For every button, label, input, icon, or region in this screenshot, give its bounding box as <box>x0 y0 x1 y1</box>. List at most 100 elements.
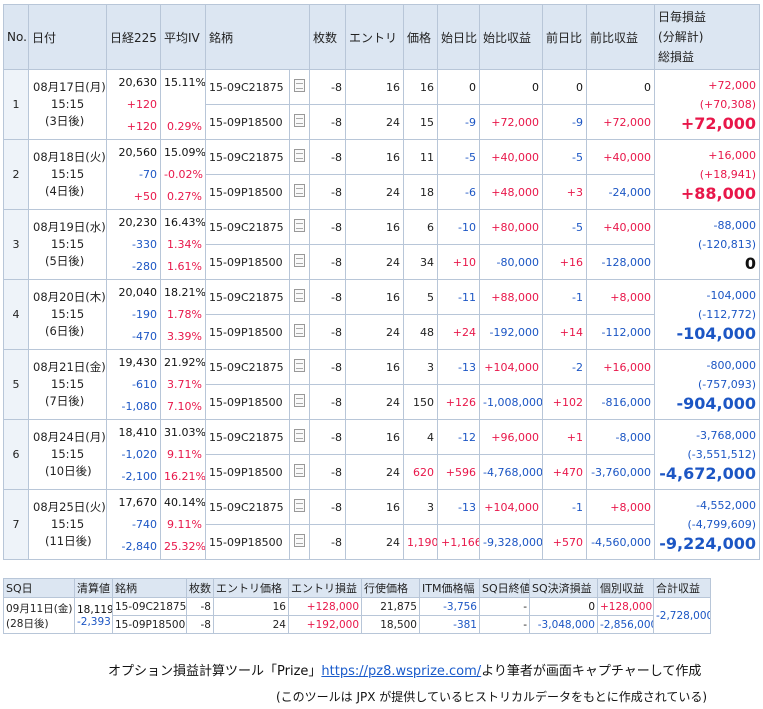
pl-from-prev: -112,000 <box>586 314 656 350</box>
sq-days-after: (28日後) <box>6 617 49 630</box>
issue-detail-button[interactable] <box>288 104 311 140</box>
sq-col-header: 枚数 <box>186 578 214 598</box>
current-price: 4 <box>403 419 439 455</box>
sq-settle-cell: 18,119 -2,393 <box>74 597 113 634</box>
issue-detail-button[interactable] <box>288 384 311 420</box>
sq-entry-pl: +128,000 <box>288 597 362 616</box>
col-total: 日毎損益 (分解計) 総損益 <box>654 4 761 70</box>
issue-detail-button[interactable] <box>288 489 311 525</box>
current-price: 34 <box>403 244 439 280</box>
issue-detail-button[interactable] <box>288 454 311 490</box>
pl-from-start: +72,000 <box>479 104 544 140</box>
sq-itm-width: -381 <box>419 615 480 634</box>
table-row: 2 08月18日(火) 15:15 (4日後) 20,560 -70 +50 15.09% -0… <box>3 139 761 210</box>
qty: -8 <box>309 244 347 280</box>
issue-name: 15-09P18500 <box>205 524 290 560</box>
qty: -8 <box>309 489 347 525</box>
decomposed-pl: (-120,813) <box>697 238 757 251</box>
totals-cell: -4,552,000 (-4,799,609) -9,224,000 <box>654 489 761 560</box>
issue-name: 15-09C21875 <box>205 489 290 525</box>
iv-value: 40.14% <box>164 495 206 509</box>
sq-col-header: ITM価格幅 <box>419 578 480 598</box>
col-qty: 枚数 <box>309 4 347 70</box>
caption-url-link[interactable]: https://pz8.wsprize.com/ <box>321 664 482 679</box>
issue-detail-button[interactable] <box>288 174 311 210</box>
pl-from-start: -4,768,000 <box>479 454 544 490</box>
iv-start-diff: 7.10% <box>167 399 202 413</box>
qty: -8 <box>309 524 347 560</box>
issue-detail-button[interactable] <box>288 279 311 315</box>
qty: -8 <box>309 349 347 385</box>
sq-col-header: SQ決済損益 <box>529 578 598 598</box>
entry-price: 24 <box>345 384 405 420</box>
iv-cell: 40.14% 9.11% 25.32% <box>160 489 206 560</box>
row-date-cell: 08月19日(水) 15:15 (5日後) <box>28 209 107 280</box>
document-icon <box>294 149 305 162</box>
sq-entry-pl: +192,000 <box>288 615 362 634</box>
entry-price: 24 <box>345 104 405 140</box>
diff-from-start: +596 <box>437 454 481 490</box>
daily-pl: -3,768,000 <box>696 429 757 442</box>
diff-from-start: -5 <box>437 139 481 175</box>
row-date-cell: 08月18日(火) 15:15 (4日後) <box>28 139 107 210</box>
nikkei-start-diff: -2,100 <box>121 469 157 483</box>
nikkei-prev-diff: -190 <box>132 307 157 321</box>
issue-detail-button[interactable] <box>288 524 311 560</box>
pl-from-start: -9,328,000 <box>479 524 544 560</box>
cumulative-pl: +88,000 <box>680 184 757 203</box>
iv-prev-diff: 9.11% <box>167 447 202 461</box>
iv-value: 21.92% <box>164 355 206 369</box>
pl-from-prev: 0 <box>586 69 656 105</box>
issue-detail-button[interactable] <box>288 69 311 105</box>
entry-price: 16 <box>345 419 405 455</box>
qty: -8 <box>309 454 347 490</box>
row-number: 3 <box>3 209 29 280</box>
position-pl-table: No. 日付 日経225 平均IV 銘柄 枚数 エントリ 価格 始日比 始比収益… <box>3 4 761 560</box>
row-days-after: (4日後) <box>45 184 85 198</box>
entry-price: 16 <box>345 139 405 175</box>
issue-name: 15-09C21875 <box>205 419 290 455</box>
nikkei-value: 18,410 <box>118 425 158 439</box>
table-row: 3 08月19日(水) 15:15 (5日後) 20,230 -330 -280 16.43%… <box>3 209 761 280</box>
col-issue: 銘柄 <box>204 4 311 70</box>
pl-from-start: +88,000 <box>479 279 544 315</box>
table-row: 6 08月24日(月) 15:15 (10日後) 18,410 -1,020 -2,100 3… <box>3 419 761 490</box>
row-date: 08月21日(金) <box>33 360 106 374</box>
issue-detail-button[interactable] <box>288 419 311 455</box>
daily-pl: -4,552,000 <box>696 499 757 512</box>
sq-total-pl: -2,728,000 <box>653 597 711 634</box>
nikkei-cell: 19,430 -610 -1,080 <box>106 349 161 420</box>
issue-detail-button[interactable] <box>288 209 311 245</box>
issue-detail-button[interactable] <box>288 244 311 280</box>
entry-price: 24 <box>345 314 405 350</box>
iv-start-diff: 3.39% <box>167 329 202 343</box>
row-time: 15:15 <box>51 517 85 531</box>
issue-name: 15-09P18500 <box>205 384 290 420</box>
document-icon <box>294 534 305 547</box>
pl-from-prev: -8,000 <box>586 419 656 455</box>
iv-start-diff: 0.27% <box>167 189 202 203</box>
diff-from-prev: -1 <box>542 279 588 315</box>
diff-from-prev: +102 <box>542 384 588 420</box>
current-price: 15 <box>403 104 439 140</box>
issue-detail-button[interactable] <box>288 139 311 175</box>
current-price: 18 <box>403 174 439 210</box>
issue-detail-button[interactable] <box>288 314 311 350</box>
caption-line-2: (このツールは JPX が提供しているヒストリカルデータをもとに作成されている) <box>276 690 708 704</box>
qty: -8 <box>309 384 347 420</box>
issue-name: 15-09C21875 <box>205 349 290 385</box>
nikkei-start-diff: -280 <box>132 259 157 273</box>
nikkei-start-diff: -1,080 <box>121 399 157 413</box>
document-icon <box>294 429 305 442</box>
pl-from-start: -1,008,000 <box>479 384 544 420</box>
diff-from-start: -9 <box>437 104 481 140</box>
sq-col-header: 個別収益 <box>597 578 654 598</box>
row-date-cell: 08月20日(木) 15:15 (6日後) <box>28 279 107 350</box>
diff-from-prev: +570 <box>542 524 588 560</box>
row-time: 15:15 <box>51 167 85 181</box>
issue-detail-button[interactable] <box>288 349 311 385</box>
table-row: 7 08月25日(火) 15:15 (11日後) 17,670 -740 -2,840 40.… <box>3 489 761 560</box>
diff-from-prev: +3 <box>542 174 588 210</box>
totals-cell: -800,000 (-757,093) -904,000 <box>654 349 761 420</box>
iv-start-diff: 25.32% <box>164 539 206 553</box>
